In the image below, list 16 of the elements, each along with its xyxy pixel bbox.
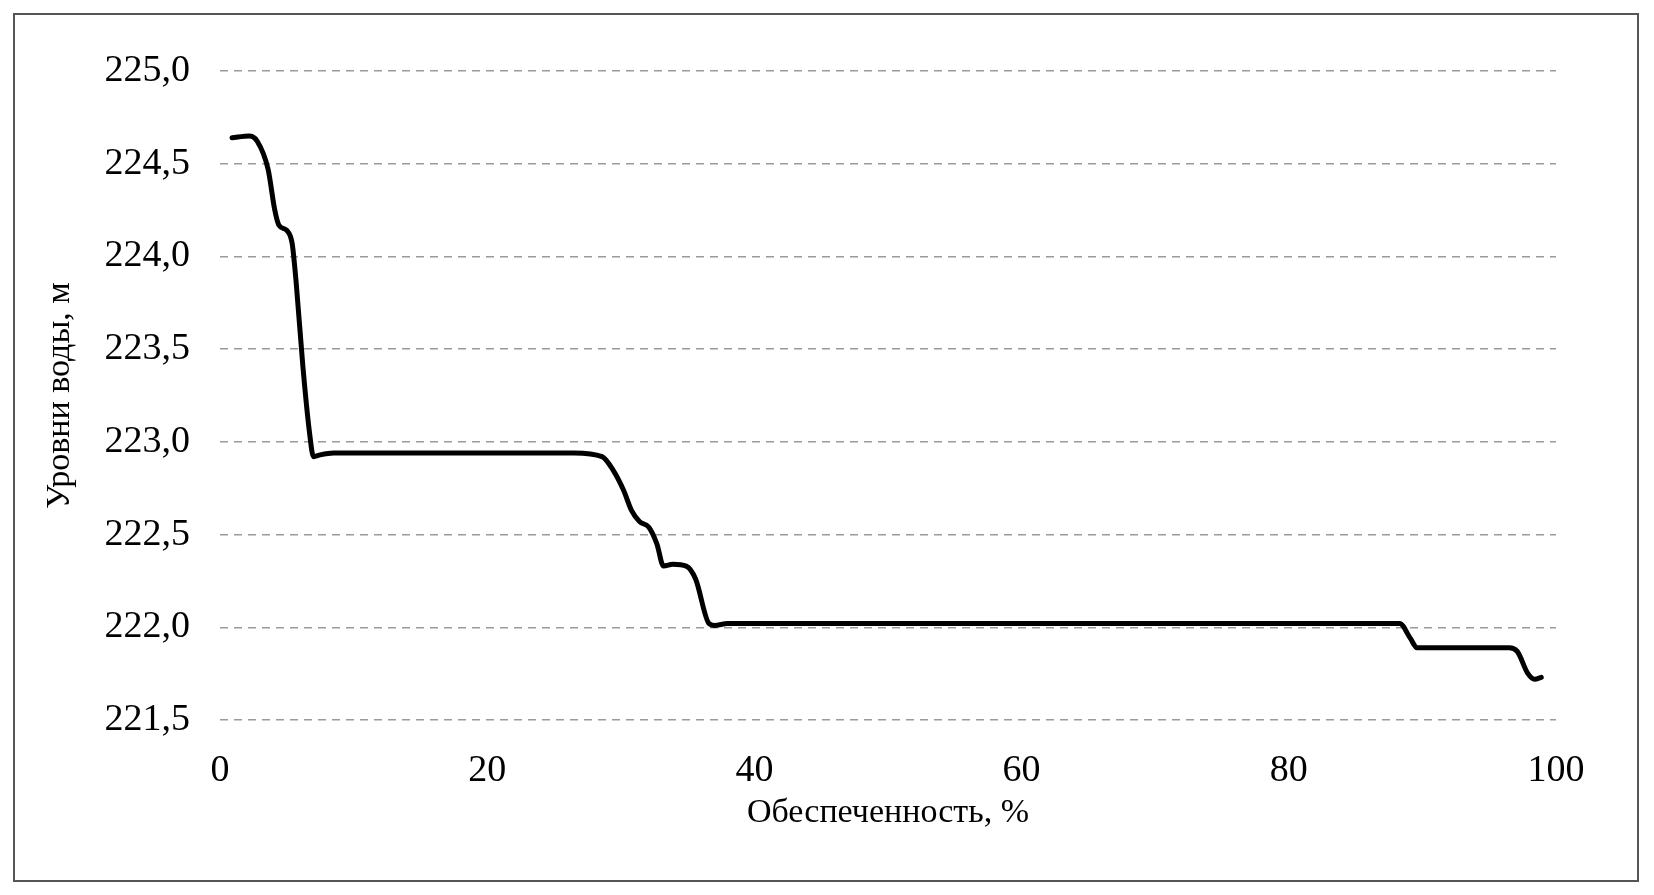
y-tick-label: 221,5 (104, 695, 190, 738)
y-tick-label: 225,0 (104, 46, 190, 89)
y-axis-title: Уровни воды, м (39, 282, 77, 509)
x-tick-label: 60 (1002, 746, 1041, 789)
y-tick-label: 224,5 (104, 139, 190, 182)
y-tick-label: 224,0 (104, 232, 190, 275)
x-tick-label: 80 (1269, 746, 1308, 789)
y-tick-label: 222,0 (104, 603, 190, 646)
x-tick-label: 20 (468, 746, 507, 789)
y-tick-label: 223,0 (104, 417, 190, 460)
y-tick-label: 222,5 (104, 510, 190, 553)
x-axis-title: Обеспеченность, % (746, 791, 1030, 829)
x-tick-label: 100 (1527, 746, 1585, 789)
x-tick-label: 0 (210, 746, 230, 789)
x-tick-label: 40 (735, 746, 774, 789)
y-tick-label: 223,5 (104, 325, 190, 368)
